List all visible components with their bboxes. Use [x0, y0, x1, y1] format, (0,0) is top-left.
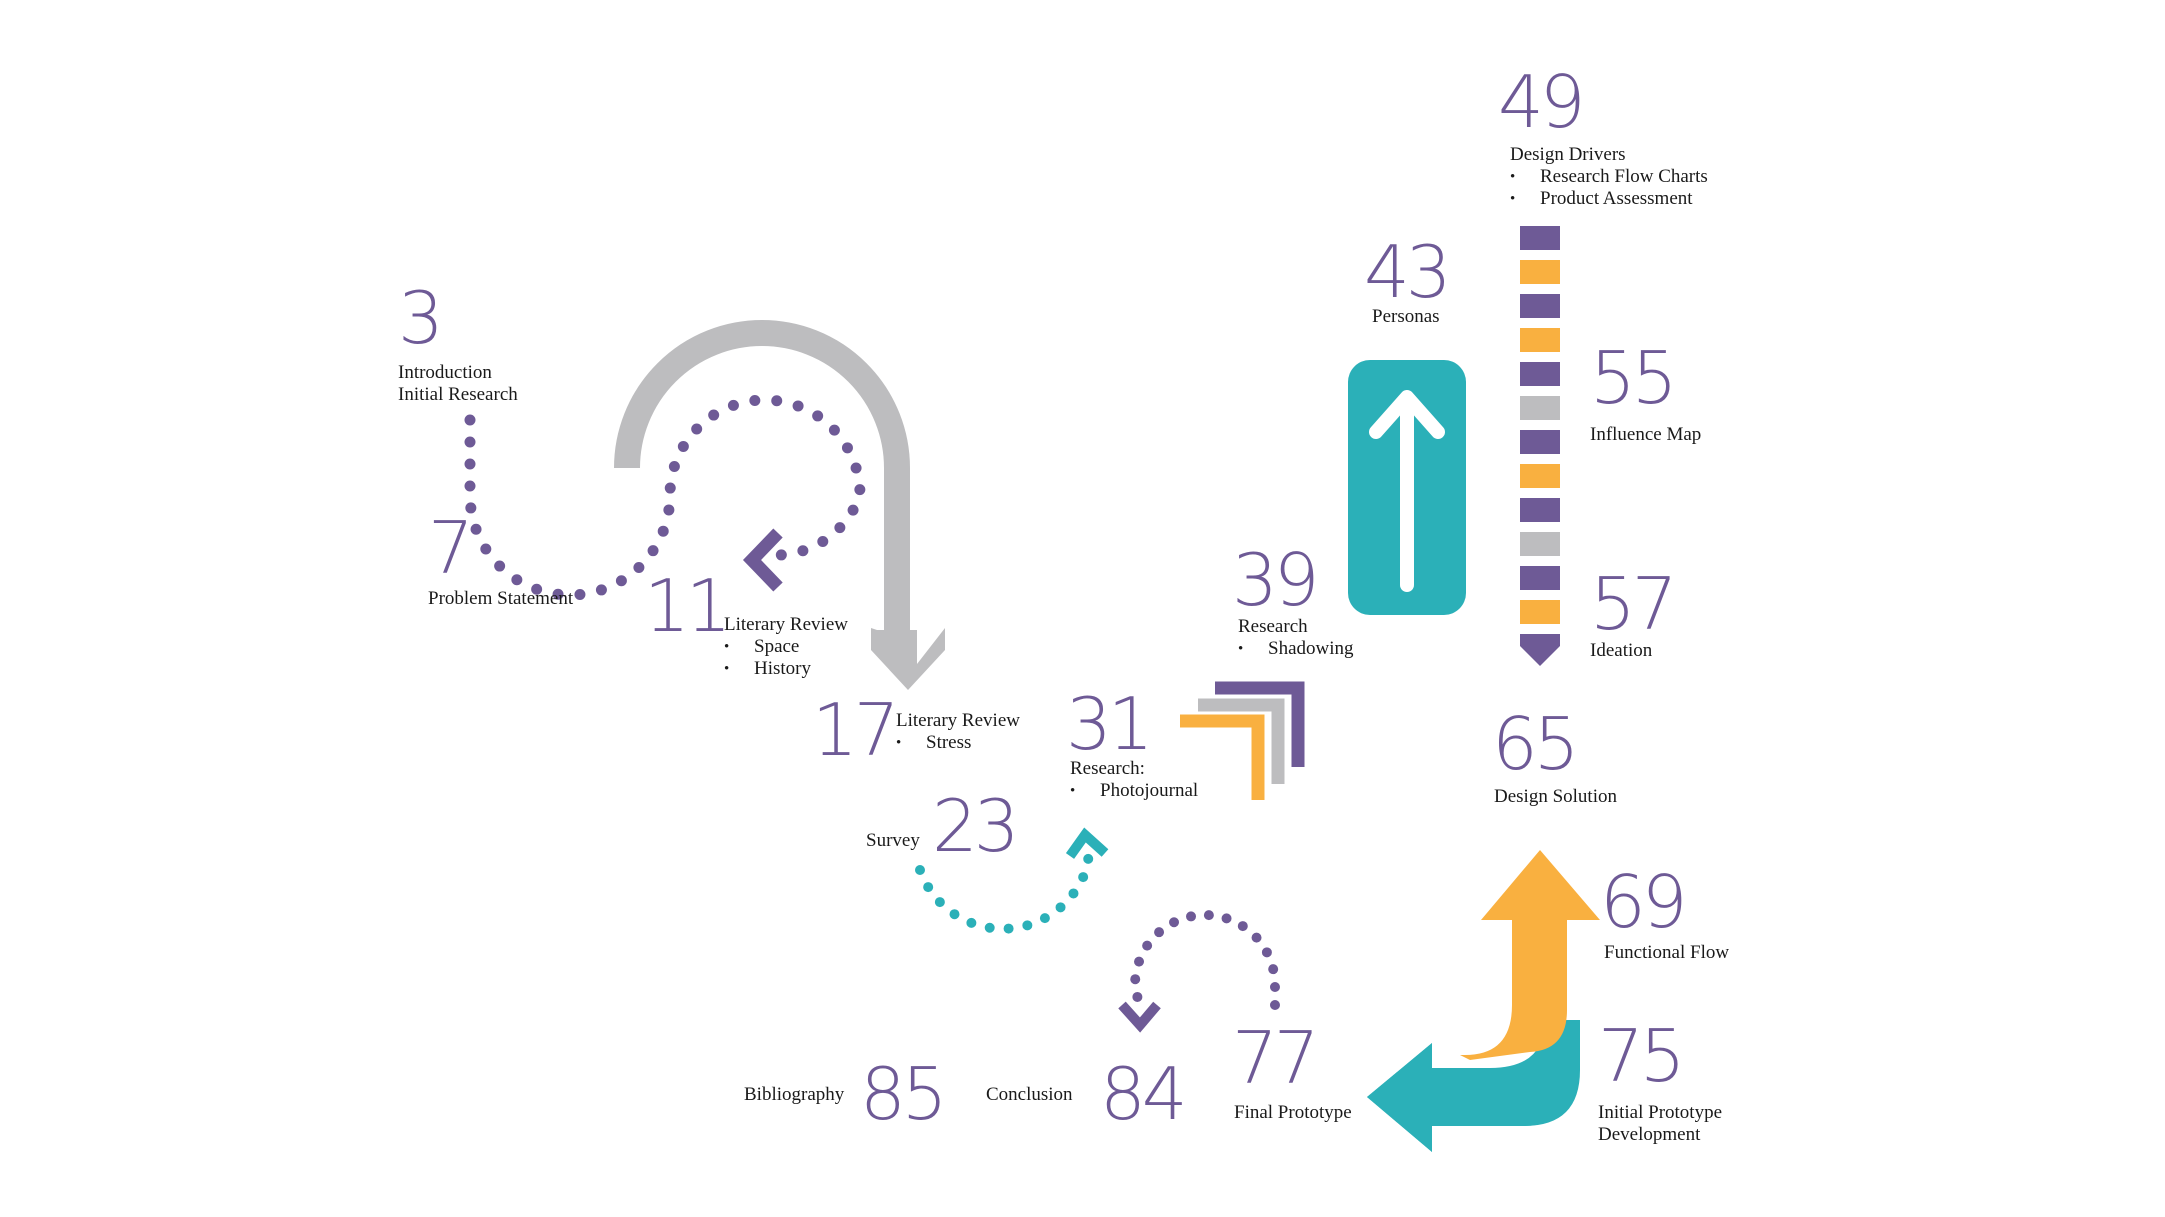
striped-down-arrow-icon [1520, 226, 1560, 666]
dotted-circle-arrow-icon [915, 827, 1109, 934]
stripe-segment [1520, 362, 1560, 386]
bullet-list: Photojournal [1070, 780, 1198, 802]
stripe-segment [1520, 294, 1560, 318]
bullet-list: Shadowing [1238, 638, 1354, 660]
page-number: 7 [428, 506, 474, 590]
stripe-segment [1520, 226, 1560, 250]
page-number: 11 [644, 564, 732, 648]
list-item: Stress [896, 732, 971, 754]
arrow-tip [1520, 634, 1560, 666]
node-title: Bibliography [744, 1084, 845, 1105]
list-item: Shadowing [1238, 638, 1354, 660]
node-title: Literary Review [724, 614, 848, 635]
list-item: Photojournal [1070, 780, 1198, 802]
page-number: 49 [1498, 60, 1586, 144]
up-arrow-box-icon [1348, 360, 1466, 615]
node-title: Functional Flow [1604, 942, 1730, 963]
node-subtitle: Development [1598, 1124, 1701, 1145]
list-item: Research Flow Charts [1510, 166, 1708, 188]
bullet-list: Stress [896, 732, 971, 754]
list-item: Space [724, 636, 811, 658]
page-number: 43 [1364, 230, 1452, 314]
stripe-segment [1520, 260, 1560, 284]
node-title: Initial Prototype [1598, 1102, 1723, 1123]
node-title: Research [1238, 616, 1308, 637]
dotted-arc-arrow-icon [1118, 910, 1280, 1033]
stripe-segment [1520, 498, 1560, 522]
node-title: Survey [866, 830, 920, 851]
page-number: 65 [1492, 702, 1580, 786]
page-number: 75 [1598, 1014, 1686, 1098]
bullet-list: Research Flow Charts Product Assessment [1510, 166, 1708, 210]
page-number: 84 [1100, 1052, 1188, 1136]
page-number: 55 [1590, 336, 1678, 420]
node-title: Research: [1070, 758, 1145, 779]
list-item: History [724, 658, 811, 680]
stripe-segment [1520, 396, 1560, 420]
page-number: 31 [1066, 682, 1154, 766]
dotted-loop-arrow-icon [464, 394, 866, 601]
stripe-segment [1520, 566, 1560, 590]
node-title: Literary Review [896, 710, 1020, 731]
stripe-segment [1520, 430, 1560, 454]
page-number: 39 [1232, 538, 1320, 622]
list-item: Product Assessment [1510, 188, 1708, 210]
stripe-segment [1520, 464, 1560, 488]
node-title: Influence Map [1590, 424, 1702, 445]
node-title: Conclusion [986, 1084, 1073, 1105]
node-subtitle: Initial Research [398, 384, 518, 405]
node-title: Introduction [398, 362, 492, 383]
stripe-segment [1520, 532, 1560, 556]
page-number: 17 [812, 688, 900, 772]
page-number: 23 [932, 784, 1020, 868]
stripe-segment [1520, 600, 1560, 624]
page-number: 69 [1600, 860, 1688, 944]
node-title: Personas [1372, 306, 1440, 327]
page-number: 3 [398, 276, 444, 360]
page-number: 57 [1590, 562, 1678, 646]
stripe-segment [1520, 328, 1560, 352]
bent-arrows-icon [1367, 850, 1600, 1152]
node-title: Design Drivers [1510, 144, 1626, 165]
page-number: 77 [1232, 1016, 1320, 1100]
node-title: Ideation [1590, 640, 1653, 661]
page-number: 85 [860, 1052, 948, 1136]
node-title: Problem Statement [428, 588, 574, 609]
node-title: Design Solution [1494, 786, 1617, 807]
stacked-chevron-arrow-icon [1180, 681, 1305, 800]
node-title: Final Prototype [1234, 1102, 1352, 1123]
curved-arrow-icon [614, 320, 945, 690]
bullet-list: Space History [724, 636, 811, 680]
